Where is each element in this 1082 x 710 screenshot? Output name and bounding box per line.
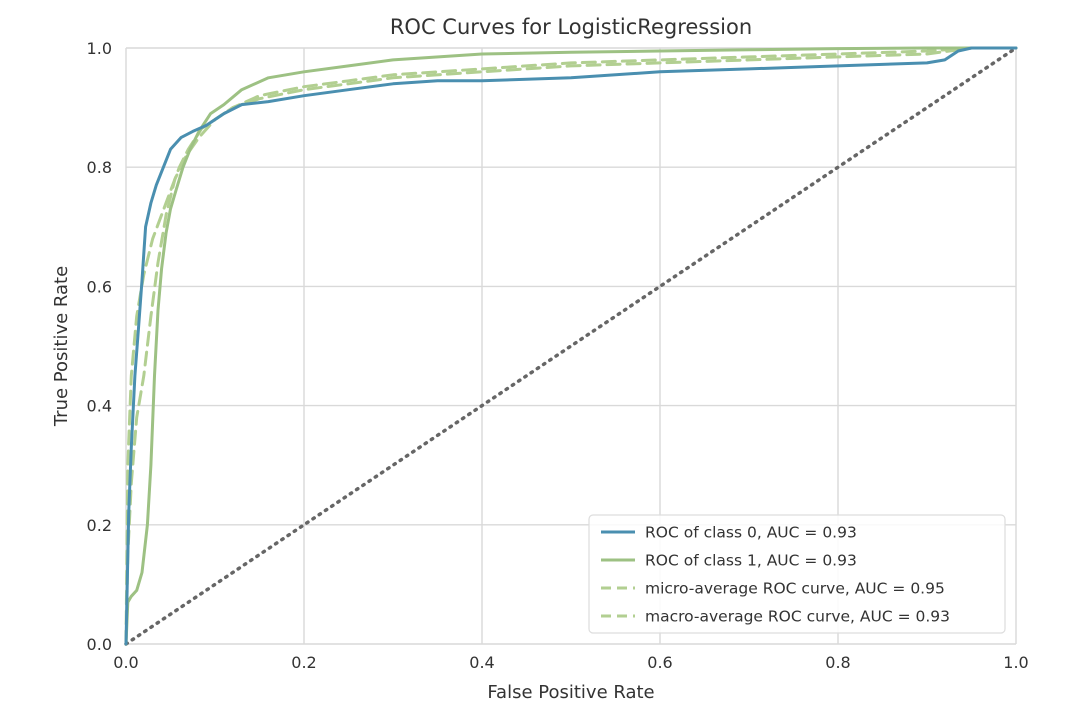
x-axis-label: False Positive Rate [487,682,654,703]
y-tick-label: 0.4 [87,397,112,416]
y-tick-label: 0.2 [87,516,112,535]
series-line-0 [124,46,1018,646]
legend-label: micro-average ROC curve, AUC = 0.95 [645,580,945,598]
y-tick-label: 0.6 [87,277,112,296]
y-tick-label: 0.0 [87,635,112,654]
y-tick-label: 1.0 [87,39,112,58]
reference-diagonal-line [124,46,1018,646]
y-tick-label: 0.8 [87,158,112,177]
legend-box [588,514,1006,634]
legend-label: ROC of class 1, AUC = 0.93 [645,552,857,570]
chart-title: ROC Curves for LogisticRegression [390,15,752,39]
x-tick-label: 0.6 [647,653,672,672]
legend: ROC of class 0, AUC = 0.93 ROC of class 1… [588,514,1006,634]
legend-label: macro-average ROC curve, AUC = 0.93 [645,608,950,626]
grid [125,47,1017,645]
x-tick-label: 0.4 [469,653,494,672]
axis-ticks: 0.0 0.2 0.4 0.6 0.8 1.0 0.0 0.2 0.4 0.6 0.8 1.0 [87,39,1029,672]
y-axis-label: True Positive Rate [51,266,72,427]
x-tick-label: 1.0 [1003,653,1028,672]
x-tick-label: 0.8 [825,653,850,672]
legend-label: ROC of class 0, AUC = 0.93 [645,524,857,542]
x-tick-label: 0.2 [291,653,316,672]
plot-area [124,46,1018,646]
x-tick-label: 0.0 [113,653,138,672]
series-line-1 [124,46,1018,646]
